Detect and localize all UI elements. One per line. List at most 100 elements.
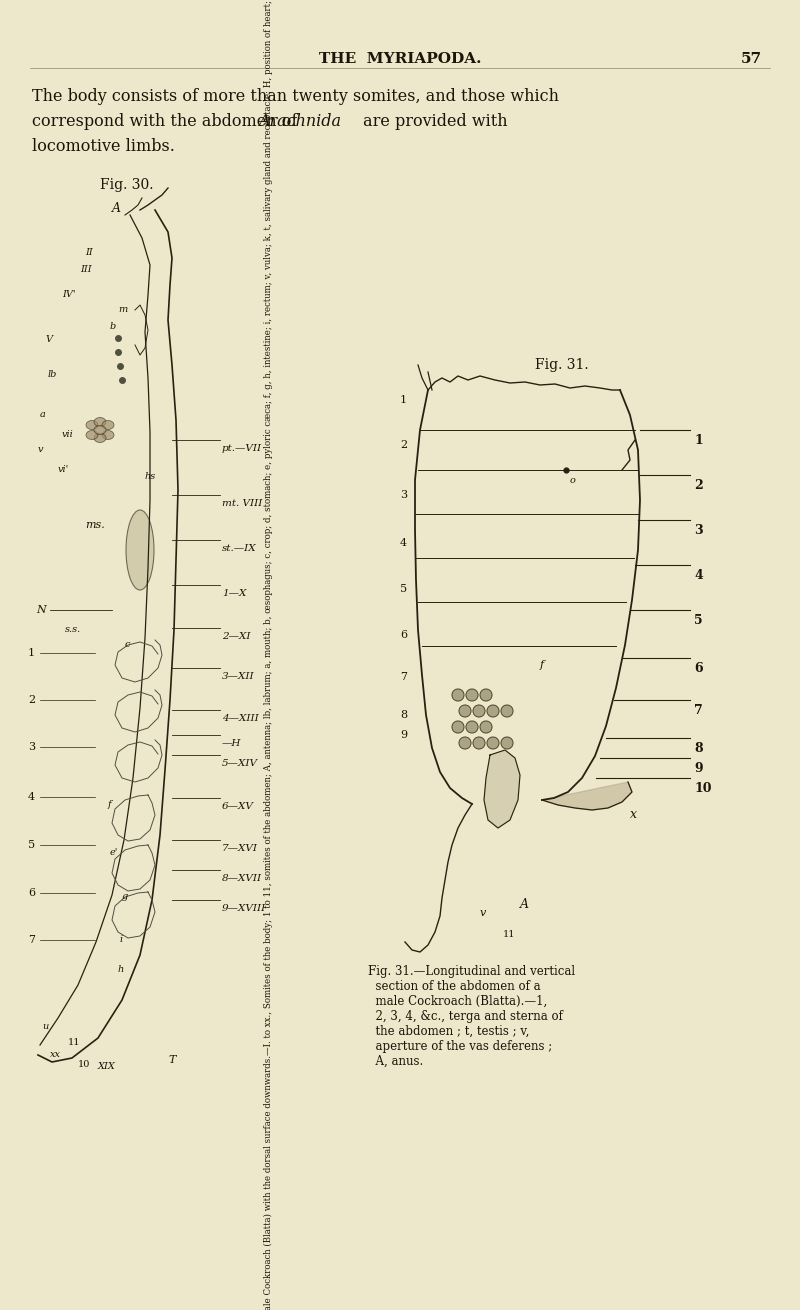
Text: 5: 5: [400, 584, 407, 593]
Text: 8: 8: [400, 710, 407, 721]
Text: 1: 1: [694, 434, 702, 447]
Circle shape: [480, 721, 492, 734]
Text: The body consists of more than twenty somites, and those which: The body consists of more than twenty so…: [32, 88, 559, 105]
Text: s.s.: s.s.: [65, 625, 82, 634]
Ellipse shape: [126, 510, 154, 590]
Text: A: A: [520, 897, 529, 910]
Text: 6: 6: [400, 630, 407, 641]
Text: 2: 2: [400, 440, 407, 451]
Circle shape: [466, 721, 478, 734]
Text: IV': IV': [62, 290, 75, 299]
Text: v: v: [38, 445, 43, 455]
Text: h: h: [118, 965, 124, 975]
Text: 7—XVI: 7—XVI: [222, 844, 258, 853]
Text: Fig. 31.: Fig. 31.: [535, 358, 589, 372]
Circle shape: [480, 689, 492, 701]
Text: 5: 5: [694, 614, 702, 627]
Ellipse shape: [94, 418, 106, 427]
Text: 5: 5: [28, 840, 35, 850]
Text: 2: 2: [28, 696, 35, 705]
Text: pt.—VII: pt.—VII: [222, 444, 262, 453]
Text: c: c: [125, 641, 130, 648]
Circle shape: [487, 738, 499, 749]
Ellipse shape: [94, 426, 106, 435]
Text: 4: 4: [400, 538, 407, 548]
Circle shape: [452, 689, 464, 701]
Text: e': e': [110, 848, 118, 857]
Circle shape: [459, 738, 471, 749]
Text: vii: vii: [62, 430, 74, 439]
Text: b: b: [110, 322, 116, 331]
Text: T: T: [168, 1055, 175, 1065]
Text: 7: 7: [400, 672, 407, 683]
Text: 10: 10: [78, 1060, 90, 1069]
Text: 57: 57: [741, 52, 762, 66]
Text: v: v: [480, 908, 486, 918]
Circle shape: [473, 705, 485, 717]
Circle shape: [452, 721, 464, 734]
Text: 1: 1: [400, 396, 407, 405]
Text: are provided with: are provided with: [358, 113, 508, 130]
Text: 6: 6: [694, 662, 702, 675]
Text: u: u: [42, 1022, 48, 1031]
Text: 11: 11: [503, 930, 515, 939]
Text: 1: 1: [28, 648, 35, 658]
Text: —H: —H: [222, 739, 242, 748]
Text: m: m: [118, 305, 127, 314]
Polygon shape: [542, 782, 632, 810]
Text: f: f: [540, 660, 544, 669]
Text: 3: 3: [400, 490, 407, 500]
Ellipse shape: [102, 431, 114, 439]
Text: 3: 3: [694, 524, 702, 537]
Text: 8: 8: [694, 741, 702, 755]
Text: ms.: ms.: [85, 520, 105, 531]
Circle shape: [473, 738, 485, 749]
Text: o: o: [570, 476, 576, 485]
Text: 3—XII: 3—XII: [222, 672, 254, 681]
Circle shape: [459, 705, 471, 717]
Text: 5—XIV: 5—XIV: [222, 758, 258, 768]
Text: 1—X: 1—X: [222, 590, 246, 597]
Text: 4: 4: [28, 793, 35, 802]
Text: Fig. 30.—Longitudinal and vertical section of a female Cockroach (Blatta) with t: Fig. 30.—Longitudinal and vertical secti…: [263, 0, 273, 1310]
Text: 3: 3: [28, 741, 35, 752]
Text: i: i: [120, 935, 123, 945]
Text: st.—IX: st.—IX: [222, 544, 257, 553]
Text: 6—XV: 6—XV: [222, 802, 254, 811]
Text: x: x: [630, 808, 637, 821]
Text: hs: hs: [145, 472, 156, 481]
Text: THE  MYRIAPODA.: THE MYRIAPODA.: [318, 52, 482, 66]
Text: Arachnida: Arachnida: [258, 113, 341, 130]
Text: III: III: [80, 265, 92, 274]
Circle shape: [501, 705, 513, 717]
Text: g: g: [122, 892, 128, 901]
Text: 2: 2: [694, 479, 702, 493]
Text: 10: 10: [694, 782, 711, 795]
Text: 6: 6: [28, 888, 35, 897]
Text: XIX: XIX: [98, 1062, 116, 1072]
Ellipse shape: [86, 431, 98, 439]
Text: V: V: [45, 335, 52, 345]
Text: 9: 9: [400, 730, 407, 740]
Circle shape: [466, 689, 478, 701]
Text: 7: 7: [694, 703, 702, 717]
Text: Fig. 31.—Longitudinal and vertical
  section of the abdomen of a
  male Cockroac: Fig. 31.—Longitudinal and vertical secti…: [368, 965, 575, 1068]
Text: A: A: [112, 202, 121, 215]
Text: xx: xx: [50, 1051, 61, 1058]
Circle shape: [501, 738, 513, 749]
Text: f: f: [108, 800, 112, 810]
Text: 2—XI: 2—XI: [222, 631, 250, 641]
Text: locomotive limbs.: locomotive limbs.: [32, 138, 175, 155]
Polygon shape: [484, 751, 520, 828]
Text: Fig. 30.: Fig. 30.: [100, 178, 154, 193]
Text: 7: 7: [28, 935, 35, 945]
Text: 9: 9: [694, 762, 702, 776]
Text: 4: 4: [694, 569, 702, 582]
Text: 4—XIII: 4—XIII: [222, 714, 258, 723]
Ellipse shape: [94, 434, 106, 443]
Ellipse shape: [86, 421, 98, 430]
Circle shape: [487, 705, 499, 717]
Text: vi': vi': [58, 465, 70, 474]
Text: 9—XVIII: 9—XVIII: [222, 904, 266, 913]
Text: mt. VIII: mt. VIII: [222, 499, 262, 508]
